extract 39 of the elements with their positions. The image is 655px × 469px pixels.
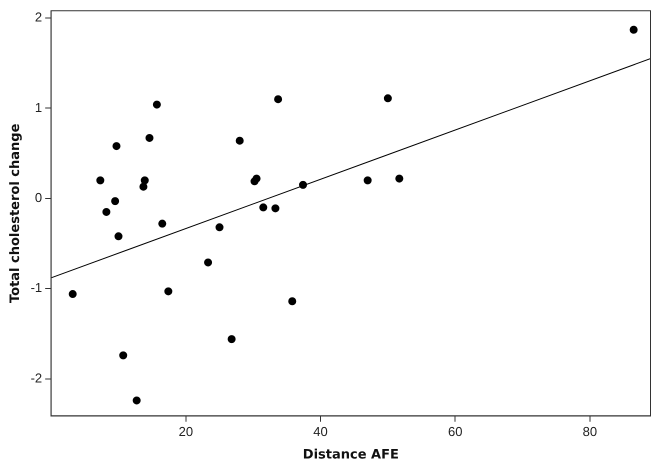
x-tick-label: 40 — [313, 424, 328, 440]
point — [236, 136, 244, 145]
point — [111, 197, 120, 206]
y-tick-label: 1 — [34, 100, 42, 115]
point — [299, 180, 308, 189]
y-tick-label: -1 — [30, 280, 42, 296]
y-tick-label: 2 — [34, 10, 42, 25]
y-axis-title: Total cholesterol change — [8, 123, 24, 304]
x-tick-label: 20 — [178, 424, 194, 440]
point — [252, 174, 261, 183]
point — [114, 232, 122, 240]
x-axis-title: Distance AFE — [302, 448, 399, 463]
y-tick-label: -2 — [30, 370, 42, 386]
point — [96, 176, 104, 184]
point — [384, 94, 392, 102]
point — [216, 223, 224, 232]
point — [152, 100, 161, 109]
point — [164, 287, 172, 296]
point — [145, 134, 154, 142]
y-tick-label: 0 — [34, 190, 42, 205]
point — [119, 351, 128, 360]
x-tick-label: 60 — [448, 424, 462, 440]
point — [228, 335, 236, 344]
point — [259, 203, 268, 212]
point — [158, 220, 166, 228]
point — [132, 396, 141, 404]
point — [271, 204, 280, 212]
point — [204, 258, 212, 266]
point — [395, 174, 404, 183]
point — [274, 95, 282, 104]
point — [140, 176, 149, 184]
point — [288, 297, 296, 306]
point — [68, 290, 77, 298]
x-tick-label: 80 — [582, 424, 598, 440]
point — [112, 142, 120, 150]
point — [630, 26, 638, 34]
point — [139, 182, 148, 191]
point — [102, 208, 110, 216]
point — [364, 176, 372, 184]
